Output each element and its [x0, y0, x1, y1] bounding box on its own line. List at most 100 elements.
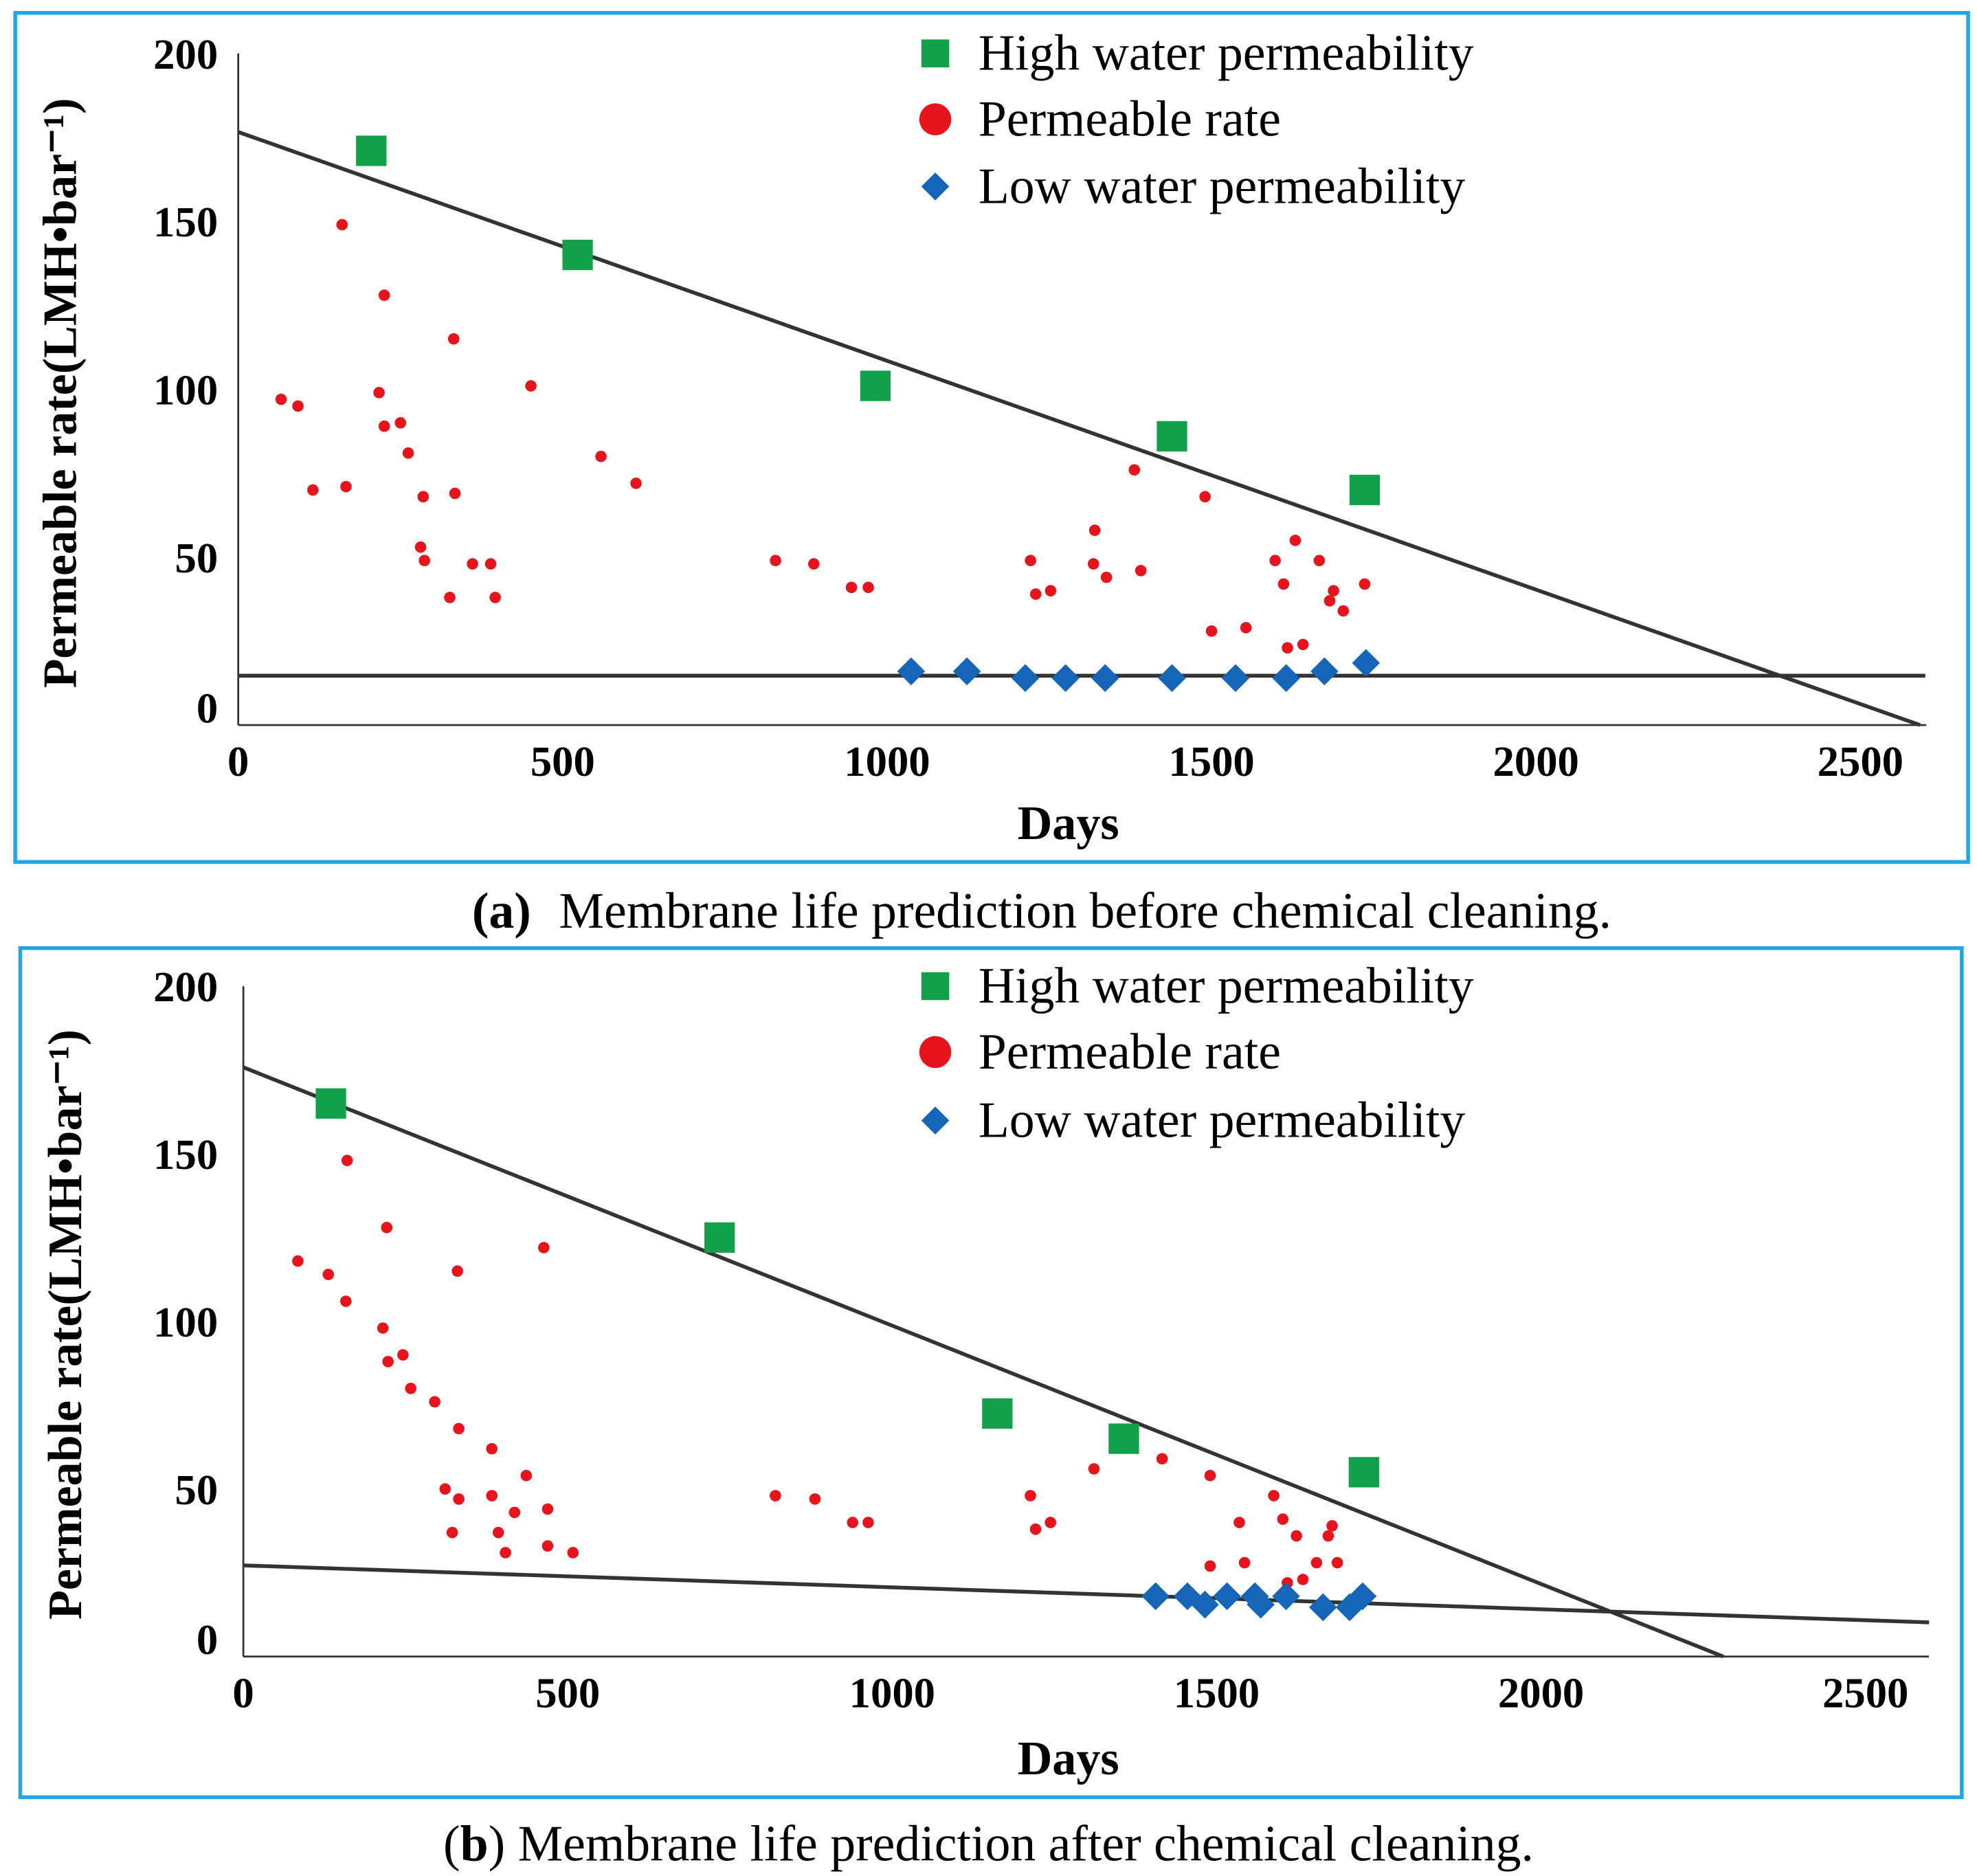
- circle-point: [595, 450, 607, 462]
- diamond-point: [1352, 649, 1381, 678]
- circle-point: [1313, 555, 1326, 566]
- circle-point: [1199, 491, 1211, 503]
- circle-point: [1205, 625, 1218, 637]
- diamond-point: [1191, 1590, 1219, 1619]
- diamond-point: [1309, 1593, 1337, 1622]
- circle-point: [453, 1493, 465, 1505]
- circle-point: [1331, 1556, 1343, 1569]
- x-tick-label: 1500: [1174, 1668, 1260, 1717]
- circle-point: [1282, 642, 1293, 654]
- diamond-point: [1213, 1582, 1241, 1611]
- square-point: [356, 135, 387, 166]
- x-tick-label: 2500: [1822, 1668, 1908, 1717]
- x-tick-label: 0: [232, 1668, 254, 1717]
- circle-point: [1328, 585, 1339, 596]
- circle-point: [1322, 1530, 1334, 1542]
- plot-b: 0 500 1000 1500 2000 2500 0 50 100 150 200 Days Perm…: [39, 957, 1930, 1785]
- y-tick-label: 0: [197, 684, 218, 732]
- legend-label: High water permeability: [979, 957, 1474, 1014]
- diamond-point: [1272, 664, 1300, 693]
- square-point: [1157, 421, 1187, 451]
- diamond-point: [952, 657, 981, 686]
- diamond-point: [1158, 664, 1186, 693]
- circle-point: [1297, 1574, 1309, 1585]
- circle-point: [1238, 1556, 1251, 1569]
- square-point: [562, 239, 593, 271]
- x-tick-label: 1000: [849, 1668, 935, 1717]
- circle-point: [537, 1242, 550, 1253]
- circle-point: [418, 555, 431, 566]
- diamond-point: [1141, 1582, 1170, 1611]
- diamond-point: [1051, 664, 1080, 693]
- circle-point: [1297, 638, 1309, 651]
- legend-label: Permeable rate: [979, 1023, 1281, 1080]
- circle-point: [770, 555, 781, 566]
- circle-point: [1100, 571, 1113, 583]
- circle-point: [451, 1265, 463, 1277]
- circle-point: [1087, 558, 1099, 570]
- y-tick-label: 100: [153, 366, 218, 414]
- circle-point: [1204, 1560, 1216, 1572]
- circle-point: [809, 1493, 821, 1505]
- circle-point: [484, 558, 497, 570]
- circle-point: [489, 592, 501, 603]
- circle-point: [439, 1483, 451, 1495]
- y-tick-label: 200: [153, 963, 218, 1011]
- circle-point: [378, 420, 390, 432]
- legend-square-icon: [921, 972, 950, 1001]
- circle-point: [467, 558, 478, 570]
- legend-label: High water permeability: [979, 25, 1474, 81]
- y-axis-label: Permeable rate(LMH•bar⁻¹): [34, 98, 87, 689]
- circle-point: [1337, 605, 1350, 617]
- legend-circle-icon: [919, 103, 952, 135]
- circle-point: [1204, 1469, 1216, 1482]
- low-trend-line: [243, 1563, 1930, 1624]
- circle-point: [417, 491, 429, 503]
- circle-point: [1289, 535, 1302, 546]
- circle-point: [382, 1356, 394, 1367]
- circle-point: [446, 1526, 458, 1539]
- x-tick-label: 1500: [1168, 737, 1254, 785]
- y-tick-label: 150: [153, 1130, 218, 1179]
- high-trend-line: [237, 130, 1921, 727]
- circle-point: [336, 219, 348, 231]
- circle-point: [381, 1221, 393, 1233]
- y-axis-label: Permeable rate(LMH•bar⁻¹): [39, 1029, 92, 1620]
- legend-label: Low water permeability: [979, 1092, 1466, 1148]
- circle-point: [1323, 595, 1336, 607]
- plot-a: 0 500 1000 1500 2000 2500 0 50 100 150 200 Days Perm…: [34, 25, 1927, 850]
- circle-point: [449, 487, 461, 500]
- circle-point: [486, 1442, 498, 1455]
- circle-point: [520, 1469, 533, 1482]
- panel-a-frame: [13, 10, 1970, 864]
- y-tick-label: 0: [197, 1616, 218, 1664]
- y-tick-label: 50: [175, 1466, 219, 1514]
- circle-point: [1025, 1490, 1036, 1501]
- x-axis-label: Days: [1018, 797, 1119, 850]
- square-point: [982, 1398, 1013, 1429]
- x-tick-label: 0: [227, 737, 249, 785]
- circle-point: [807, 558, 820, 570]
- square-point: [1108, 1423, 1139, 1454]
- circle-point: [500, 1547, 511, 1559]
- square-point: [315, 1088, 346, 1119]
- caption-a-label: (a): [472, 882, 531, 939]
- circle-point: [567, 1547, 579, 1559]
- circle-point: [322, 1269, 335, 1280]
- circle-point: [414, 541, 427, 553]
- x-tick-label: 2000: [1493, 737, 1579, 785]
- circle-point: [1326, 1520, 1338, 1532]
- square-point: [1348, 1457, 1379, 1488]
- circle-point: [1088, 524, 1101, 537]
- circle-point: [397, 1349, 409, 1361]
- x-tick-label: 2000: [1498, 1668, 1584, 1717]
- diamond-point: [1221, 664, 1250, 693]
- circle-point: [541, 1540, 554, 1552]
- circle-point: [402, 447, 414, 459]
- circle-point: [405, 1383, 417, 1394]
- legend-circle-icon: [919, 1036, 952, 1069]
- caption-a-text: Membrane life prediction before chemical…: [559, 882, 1611, 939]
- circle-point: [1045, 1517, 1057, 1528]
- square-point: [1349, 474, 1381, 506]
